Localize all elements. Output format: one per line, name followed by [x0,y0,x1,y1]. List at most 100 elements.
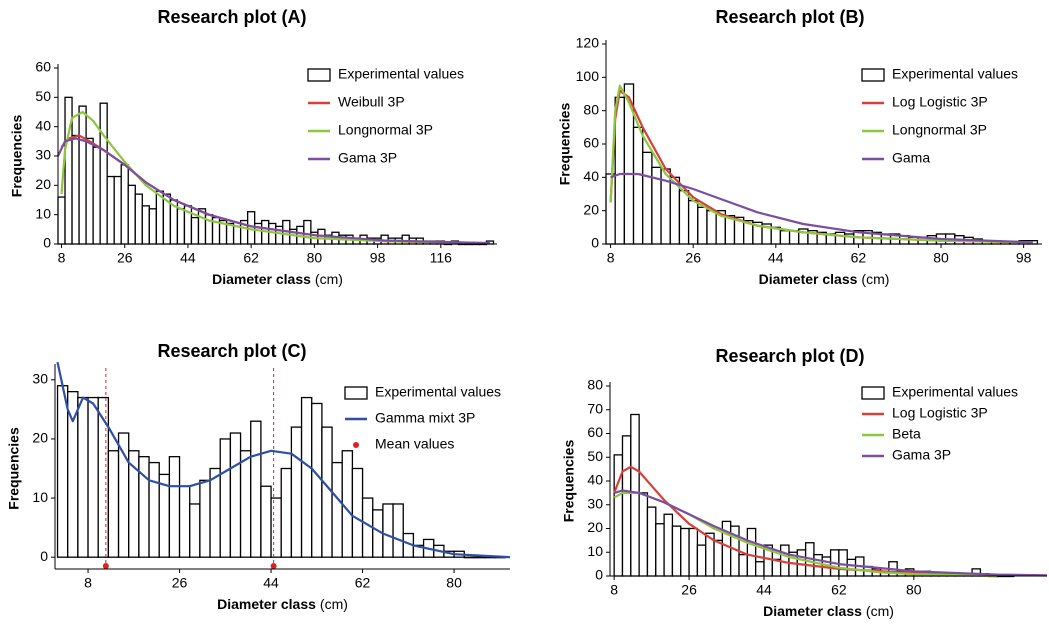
x-tick-label: 98 [370,250,386,266]
x-axis-label-name: Diameter class [217,596,316,612]
x-tick-label: 26 [681,582,697,598]
y-tick-label: 60 [35,59,51,75]
y-tick-label: 30 [35,147,51,163]
chart-title: Research plot (D) [715,346,864,366]
x-axis-label: Diameter class (cm) [212,271,343,287]
bar [755,561,765,577]
bar [646,506,657,577]
bar [655,523,665,577]
x-axis-label: Diameter class (cm) [217,596,348,612]
x-tick-label: 44 [768,250,784,266]
bar [632,126,644,245]
bar [796,549,807,577]
y-tick-label: 20 [35,176,51,192]
y-tick-label: 30 [587,495,603,511]
bar [300,396,313,558]
bar [621,435,632,577]
x-tick-label: 62 [851,250,867,266]
bar [341,450,354,558]
legend-label: Log Logistic 3P [892,405,988,421]
bar [107,450,120,558]
bar [270,497,282,558]
bar [697,206,708,245]
x-axis-label: Diameter class (cm) [763,603,894,619]
y-axis-label: Frequencies [9,115,25,198]
y-tick-label: 70 [587,400,603,416]
y-tick-label: 40 [35,117,51,133]
bar [688,527,699,577]
bar [473,556,486,559]
bar [113,175,122,245]
bar [382,503,394,558]
bar [141,205,150,245]
bar [77,396,89,558]
x-tick-label: 80 [933,250,949,266]
y-tick-label: 50 [35,88,51,104]
bar [99,102,108,245]
x-axis-label-unit: (cm) [866,603,894,619]
legend-label: Gama [892,150,930,166]
bar [148,208,157,245]
y-tick-label: 20 [583,201,599,217]
y-tick-label: 20 [587,519,603,535]
bar [779,230,791,245]
chart-title: Research plot (A) [157,7,306,27]
legend-label: Gama 3P [338,150,397,166]
x-tick-label: 80 [446,575,462,591]
legend-label: Experimental values [338,66,464,82]
bar [189,503,201,558]
x-tick-label: 62 [355,575,371,591]
x-axis-label-unit: (cm) [861,271,889,287]
bar [290,426,303,558]
bar [209,467,221,558]
y-tick-label: 80 [583,101,599,117]
bar [738,553,748,577]
bar [392,503,404,558]
legend-label: Experimental values [375,384,501,400]
bar [87,396,99,558]
y-tick-label: 40 [583,168,599,184]
bar [463,556,476,559]
bar [280,467,293,558]
bar [155,190,165,245]
bar [239,450,252,558]
legend-label: Weibull 3P [338,94,405,110]
bar [176,208,186,245]
bar [232,225,242,245]
y-axis-label: Frequencies [6,427,22,510]
y-tick-label: 60 [583,135,599,151]
x-tick-label: 62 [831,582,847,598]
legend-label: Log Logistic 3P [892,94,988,110]
x-tick-label: 44 [756,582,772,598]
x-axis-label-unit: (cm) [315,271,343,287]
fit-curve [610,172,1033,244]
x-axis-label-name: Diameter class [763,603,862,619]
bar [85,137,94,245]
fit-curve [613,489,1048,577]
bar [663,513,674,577]
legend-swatch [861,68,885,82]
bar [713,539,724,577]
mean-point [270,563,277,570]
x-axis-label: Diameter class (cm) [759,271,890,287]
bar [92,146,101,245]
mean-point [102,563,109,570]
x-tick-label: 26 [685,250,701,266]
bar [97,396,110,558]
fit-curve [56,361,511,559]
bar [56,385,69,558]
y-tick-label: 80 [587,377,603,393]
chart-title: Research plot (B) [715,7,864,27]
x-tick-label: 8 [58,250,66,266]
y-axis-label: Frequencies [561,440,577,523]
bar [178,485,191,558]
x-axis-label-unit: (cm) [320,596,348,612]
bar [260,485,272,558]
chart-title: Research plot (C) [157,341,306,361]
bar [71,134,80,245]
legend-label: Experimental values [892,66,1018,82]
bar [229,432,242,558]
bar [148,461,160,558]
bar [678,190,690,245]
